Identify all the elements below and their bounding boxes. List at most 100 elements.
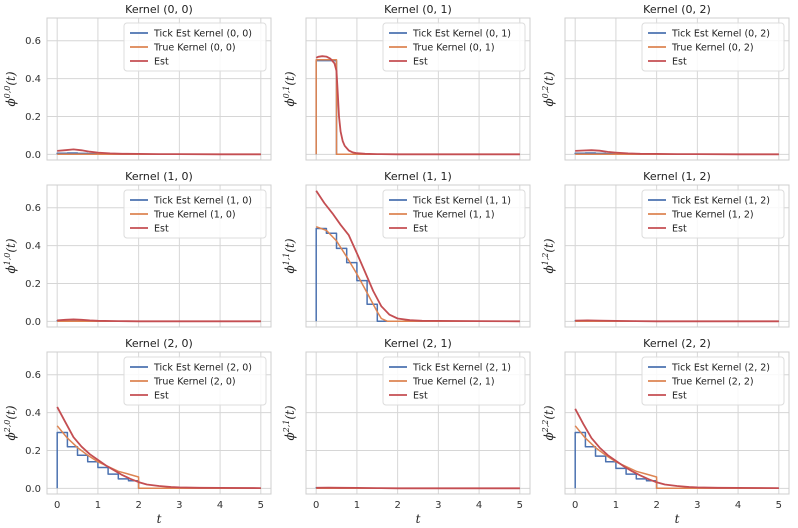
legend-label: Tick Est Kernel (0, 1) bbox=[412, 29, 511, 40]
subplot-title: Kernel (0, 0) bbox=[125, 3, 193, 16]
subplot-title: Kernel (1, 0) bbox=[125, 170, 193, 183]
legend-label: Est bbox=[672, 391, 687, 402]
axes-frame bbox=[305, 184, 531, 328]
axes-frame bbox=[564, 351, 790, 495]
legend-label: Est bbox=[154, 57, 169, 68]
series-line-est bbox=[574, 408, 779, 489]
axes-frame bbox=[46, 17, 272, 161]
legend-box bbox=[123, 22, 267, 72]
subplot-title: Kernel (0, 1) bbox=[384, 3, 452, 16]
legend-label: Tick Est Kernel (0, 2) bbox=[671, 29, 770, 40]
legend-label: True Kernel (1, 1) bbox=[412, 210, 495, 221]
axes-frame bbox=[564, 184, 790, 328]
legend-label: Tick Est Kernel (1, 2) bbox=[671, 196, 770, 207]
x-axis-label: t bbox=[675, 512, 680, 526]
legend-label: Tick Est Kernel (1, 1) bbox=[412, 196, 511, 207]
legend-box bbox=[382, 189, 526, 239]
axes-frame bbox=[564, 17, 790, 161]
subplot-0-0: Kernel (0, 0) 0.0 0.2 0.4 0.6 ϕ0,0(t) Tick Est… bbox=[3, 3, 272, 161]
legend-label: True Kernel (0, 2) bbox=[671, 43, 754, 54]
legend-label: Est bbox=[154, 391, 169, 402]
y-axis-label: ϕ2,1(t) bbox=[282, 405, 297, 440]
x-tick-label: 0 bbox=[572, 500, 578, 511]
y-axis-label: ϕ1,2(t) bbox=[541, 238, 556, 273]
x-tick-label: 3 bbox=[435, 500, 441, 511]
legend-box bbox=[641, 356, 785, 406]
x-tick-label: 2 bbox=[394, 500, 400, 511]
subplot-title: Kernel (2, 0) bbox=[125, 337, 193, 350]
series-line-tick bbox=[56, 431, 261, 490]
series-line-est bbox=[57, 148, 261, 156]
x-tick-label: 0 bbox=[54, 500, 60, 511]
axes-frame bbox=[305, 351, 531, 495]
x-tick-label: 4 bbox=[217, 500, 223, 511]
legend: Tick Est Kernel (0, 0) True Kernel (0, 0)… bbox=[123, 22, 267, 72]
x-tick-label: 1 bbox=[613, 500, 619, 511]
series-line-true bbox=[315, 225, 520, 323]
x-tick-label: 4 bbox=[735, 500, 741, 511]
y-tick-label: 0.4 bbox=[25, 74, 41, 85]
x-tick-label: 1 bbox=[95, 500, 101, 511]
axes-frame bbox=[46, 184, 272, 328]
y-tick-label: 0.2 bbox=[25, 446, 41, 457]
subplot-1-1: Kernel (1, 1) ϕ1,1(t) Tick Est Kernel (1, … bbox=[282, 170, 531, 328]
legend-box bbox=[641, 22, 785, 72]
y-tick-label: 0.6 bbox=[25, 370, 41, 381]
y-tick-label: 0.4 bbox=[25, 408, 41, 419]
legend-label: True Kernel (2, 0) bbox=[153, 377, 236, 388]
legend-label: Tick Est Kernel (0, 0) bbox=[153, 29, 252, 40]
legend-box bbox=[382, 356, 526, 406]
legend: Tick Est Kernel (1, 1) True Kernel (1, 1)… bbox=[382, 189, 526, 239]
x-tick-label: 3 bbox=[176, 500, 182, 511]
legend-label: Tick Est Kernel (2, 2) bbox=[671, 363, 770, 374]
subplot-title: Kernel (2, 2) bbox=[643, 337, 711, 350]
x-tick-label: 3 bbox=[694, 500, 700, 511]
subplot-0-2: Kernel (0, 2) ϕ0,2(t) Tick Est Kernel (0, … bbox=[541, 3, 790, 161]
x-tick-label: 0 bbox=[313, 500, 319, 511]
legend: Tick Est Kernel (2, 2) True Kernel (2, 2)… bbox=[641, 356, 785, 406]
legend: Tick Est Kernel (1, 2) True Kernel (1, 2)… bbox=[641, 189, 785, 239]
legend-box bbox=[641, 189, 785, 239]
x-tick-label: 5 bbox=[517, 500, 523, 511]
x-axis-label: t bbox=[416, 512, 421, 526]
axes-frame bbox=[305, 17, 531, 161]
series-line-true bbox=[574, 425, 779, 490]
subplot-2-2: Kernel (2, 2) 0 1 2 3 4 5 t ϕ2,2(t) Tick Est Kern… bbox=[541, 337, 790, 526]
legend-label: Est bbox=[413, 57, 428, 68]
subplot-1-0: Kernel (1, 0) 0.0 0.2 0.4 0.6 ϕ1,0(t) Tick Est… bbox=[3, 170, 272, 328]
series-line-tick bbox=[315, 59, 520, 156]
legend-label: Tick Est Kernel (2, 0) bbox=[153, 363, 252, 374]
legend-label: Est bbox=[672, 224, 687, 235]
legend: Tick Est Kernel (1, 0) True Kernel (1, 0)… bbox=[123, 189, 267, 239]
subplot-2-0: Kernel (2, 0) 0.0 0.2 0.4 0.6 0 1 2 3 4 5 t ϕ2,0(t) T… bbox=[3, 337, 272, 526]
series-line-est bbox=[575, 149, 779, 156]
subplot-0-1: Kernel (0, 1) ϕ0,1(t) Tick Est Kernel (0, … bbox=[282, 3, 531, 161]
subplot-title: Kernel (1, 2) bbox=[643, 170, 711, 183]
y-tick-label: 0.6 bbox=[25, 203, 41, 214]
legend-box bbox=[123, 356, 267, 406]
subplot-1-2: Kernel (1, 2) ϕ1,2(t) Tick Est Kernel (1, … bbox=[541, 170, 790, 328]
x-tick-label: 2 bbox=[653, 500, 659, 511]
legend-label: True Kernel (2, 1) bbox=[412, 377, 495, 388]
y-tick-label: 0.2 bbox=[25, 279, 41, 290]
subplot-title: Kernel (1, 1) bbox=[384, 170, 452, 183]
legend-label: Est bbox=[413, 391, 428, 402]
legend: Tick Est Kernel (0, 1) True Kernel (0, 1)… bbox=[382, 22, 526, 72]
y-tick-label: 0.0 bbox=[25, 484, 41, 495]
legend-label: True Kernel (1, 2) bbox=[671, 210, 754, 221]
legend-box bbox=[123, 189, 267, 239]
y-axis-label: ϕ0,2(t) bbox=[541, 71, 556, 106]
legend-label: Est bbox=[413, 224, 428, 235]
x-tick-label: 4 bbox=[476, 500, 482, 511]
series-line-est bbox=[57, 318, 261, 323]
series-line-est bbox=[315, 55, 520, 156]
legend: Tick Est Kernel (2, 0) True Kernel (2, 0)… bbox=[123, 356, 267, 406]
x-tick-label: 5 bbox=[776, 500, 782, 511]
series-line-est bbox=[575, 319, 779, 323]
x-tick-label: 2 bbox=[135, 500, 141, 511]
legend: Tick Est Kernel (2, 1) True Kernel (2, 1)… bbox=[382, 356, 526, 406]
legend: Tick Est Kernel (0, 2) True Kernel (0, 2)… bbox=[641, 22, 785, 72]
series-line-est bbox=[56, 406, 261, 489]
legend-label: Est bbox=[672, 57, 687, 68]
